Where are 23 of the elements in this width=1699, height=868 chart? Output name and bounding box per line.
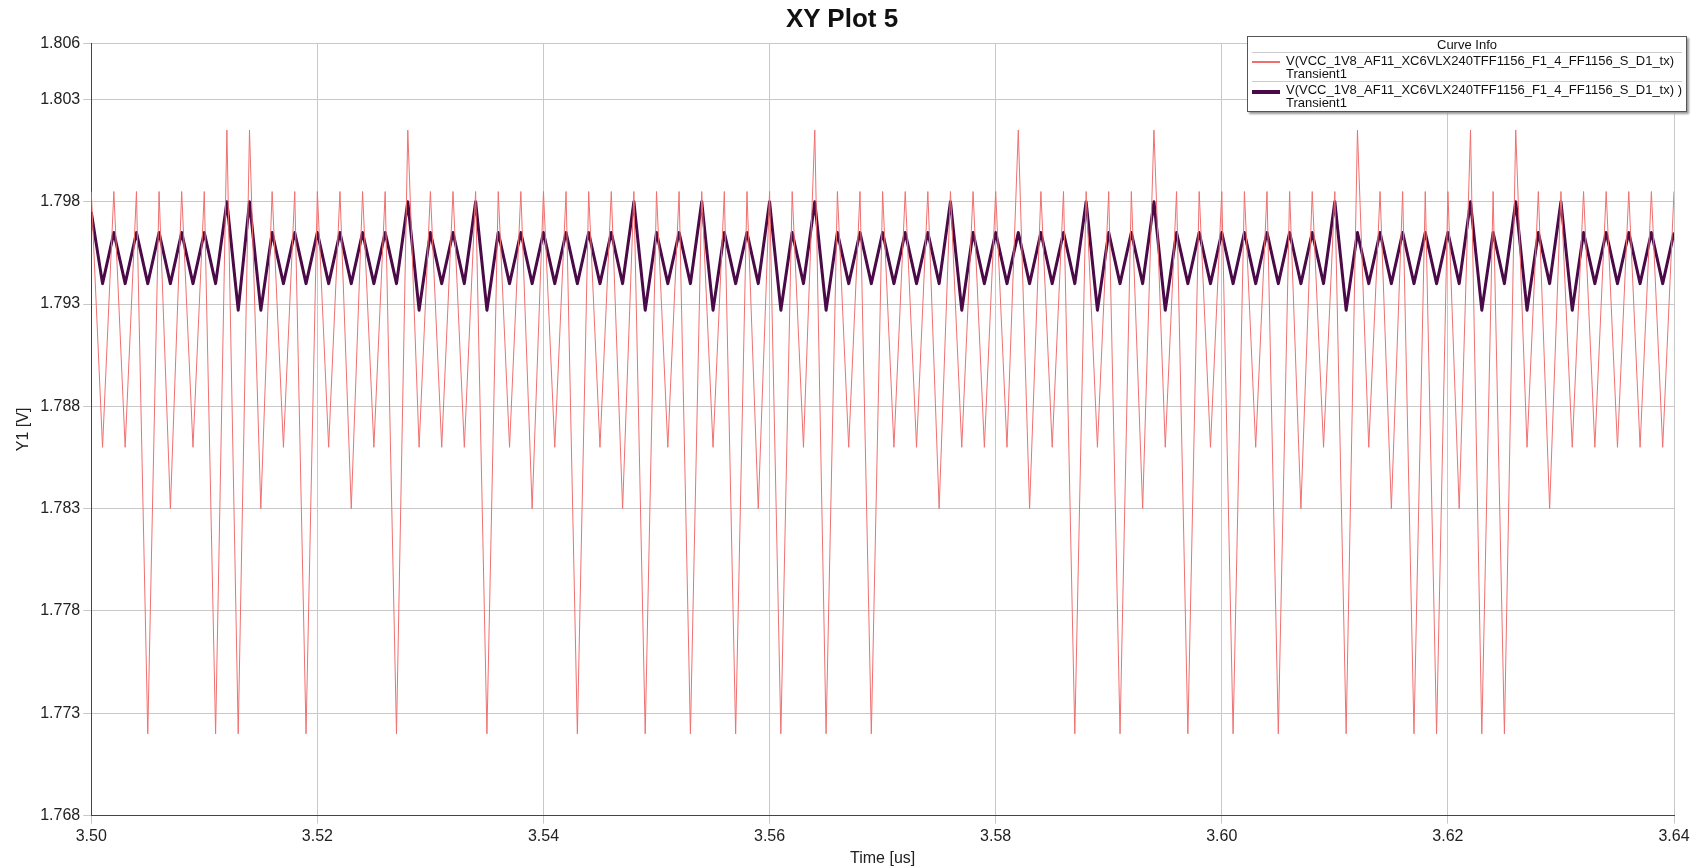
x-tick-label: 3.54 bbox=[527, 826, 560, 844]
x-tick-label: 3.52 bbox=[301, 826, 334, 844]
y-tick-label: 1.768 bbox=[40, 806, 81, 824]
legend-label: V(VCC_1V8_AF11_XC6VLX240TFF1156_F1_4_FF1156_S_D1_tx) Transient1 bbox=[1286, 53, 1675, 81]
x-tick-label: 3.56 bbox=[753, 826, 786, 844]
y-tick-label: 1.803 bbox=[40, 89, 81, 107]
chart-title: XY Plot 5 bbox=[785, 2, 899, 33]
y-tick-label: 1.773 bbox=[40, 703, 81, 721]
y-tick-label: 1.778 bbox=[40, 601, 81, 619]
y-tick-label: 1.793 bbox=[40, 294, 81, 312]
x-tick-label: 3.62 bbox=[1432, 826, 1464, 844]
x-tick-label: 3.50 bbox=[75, 826, 107, 844]
x-axis-title: Time [us] bbox=[850, 848, 916, 866]
x-tick-label: 3.64 bbox=[1658, 826, 1690, 844]
x-tick-label: 3.60 bbox=[1206, 826, 1238, 844]
y-tick-label: 1.783 bbox=[40, 499, 81, 517]
y-axis-title: Y1 [V] bbox=[14, 407, 32, 452]
y-tick-label: 1.788 bbox=[40, 396, 81, 414]
y-tick-label: 1.806 bbox=[40, 33, 81, 51]
y-tick-label: 1.798 bbox=[40, 192, 81, 210]
legend-label: V(VCC_1V8_AF11_XC6VLX240TFF1156_F1_4_FF1156_S_D1_tx) ) Transient1 bbox=[1286, 82, 1682, 110]
x-tick-label: 3.58 bbox=[980, 826, 1012, 844]
legend-title: Curve Info bbox=[1436, 37, 1498, 52]
